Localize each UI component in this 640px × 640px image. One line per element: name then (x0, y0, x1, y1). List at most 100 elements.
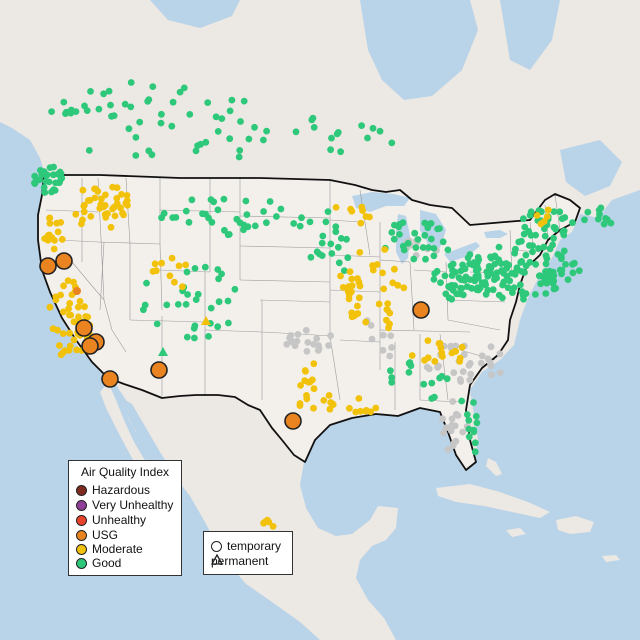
good-monitor-icon (521, 223, 529, 231)
moderate-monitor-icon (124, 201, 131, 209)
good-monitor-icon (369, 124, 377, 132)
good-monitor-icon (532, 291, 539, 298)
good-monitor-icon (465, 425, 473, 433)
legend-item-label: Good (92, 556, 122, 570)
moderate-monitor-icon (354, 302, 361, 310)
good-monitor-icon (31, 179, 38, 187)
no-data-monitor-icon (387, 332, 395, 340)
good-monitor-icon (266, 198, 274, 205)
good-monitor-icon (376, 127, 384, 135)
good-monitor-icon (273, 213, 280, 220)
good-monitor-icon (100, 90, 107, 98)
good-monitor-icon (41, 189, 49, 196)
moderate-monitor-icon (73, 346, 80, 354)
moderate-monitor-icon (543, 213, 551, 221)
good-monitor-icon (395, 223, 403, 231)
good-monitor-icon (541, 225, 548, 233)
good-monitor-icon (214, 266, 222, 273)
good-monitor-icon (569, 219, 576, 227)
good-monitor-icon (414, 236, 422, 243)
good-monitor-icon (214, 323, 222, 331)
good-monitor-icon (411, 229, 419, 237)
good-monitor-icon (176, 88, 184, 96)
no-data-monitor-icon (451, 422, 459, 430)
good-monitor-icon (556, 208, 564, 216)
good-monitor-icon (520, 230, 528, 238)
good-monitor-icon (503, 272, 511, 280)
no-data-monitor-icon (310, 340, 318, 348)
moderate-monitor-icon (332, 204, 340, 211)
good-monitor-icon (201, 263, 209, 271)
jamaica (506, 528, 526, 537)
usg-temporary-monitor-icon (81, 337, 99, 355)
good-monitor-icon (335, 259, 343, 267)
good-monitor-icon (438, 372, 446, 380)
good-monitor-icon (243, 211, 251, 219)
no-data-monitor-icon (466, 376, 474, 384)
no-data-monitor-icon (287, 332, 295, 339)
good-monitor-icon (153, 320, 161, 328)
no-data-monitor-icon (444, 446, 452, 453)
good-monitor-icon (245, 135, 253, 143)
good-monitor-icon (387, 367, 394, 375)
no-data-monitor-icon (448, 415, 456, 423)
good-monitor-icon (569, 260, 576, 268)
legend-item-label: Moderate (92, 542, 143, 556)
good-monitor-icon (332, 228, 340, 236)
moderate-monitor-icon (424, 354, 432, 362)
good-monitor-icon (517, 281, 524, 289)
hispaniola (556, 516, 594, 534)
good-monitor-icon (428, 395, 436, 402)
good-monitor-icon (212, 113, 220, 121)
no-data-monitor-icon (388, 344, 395, 351)
moderate-monitor-icon (348, 275, 356, 283)
good-monitor-icon (190, 324, 198, 332)
good-monitor-icon (127, 103, 135, 111)
good-monitor-icon (184, 291, 192, 298)
legend-item-hazardous: Hazardous (76, 483, 150, 497)
good-monitor-icon (263, 127, 270, 135)
good-monitor-icon (172, 214, 180, 221)
good-monitor-icon (602, 215, 609, 222)
good-monitor-icon (400, 246, 408, 254)
good-monitor-icon (469, 261, 477, 269)
no-data-monitor-icon (379, 346, 387, 354)
good-monitor-icon (322, 218, 330, 226)
cuba (436, 484, 550, 518)
no-data-monitor-icon (496, 350, 504, 358)
good-monitor-icon (236, 219, 244, 227)
good-monitor-icon (220, 195, 228, 203)
good-monitor-icon (471, 439, 479, 447)
good-monitor-icon (52, 179, 59, 187)
good-monitor-icon (214, 127, 222, 135)
no-data-monitor-icon (450, 439, 458, 447)
good-monitor-icon (194, 290, 202, 298)
hudson-bay (360, 0, 478, 100)
moderate-monitor-icon (46, 303, 54, 311)
circle-icon (211, 540, 222, 552)
no-data-monitor-icon (442, 424, 450, 432)
good-monitor-icon (296, 222, 304, 230)
good-monitor-icon (505, 261, 513, 269)
good-monitor-icon (451, 268, 459, 276)
good-monitor-icon (328, 250, 336, 257)
moderate-monitor-icon (81, 303, 88, 311)
good-monitor-icon (318, 239, 326, 247)
good-monitor-icon (192, 296, 200, 303)
good-monitor-icon (487, 264, 495, 272)
moderate-monitor-icon (66, 311, 73, 319)
good-monitor-icon (471, 448, 479, 456)
moderate-monitor-icon (76, 297, 84, 305)
legend-item-temporary: temporary (211, 539, 281, 553)
good-monitor-icon (472, 412, 480, 420)
good-monitor-icon (169, 98, 177, 106)
good-monitor-icon (327, 240, 335, 248)
legend-item-good: Good (76, 556, 121, 570)
no-data-monitor-icon (293, 337, 301, 345)
moderate-monitor-icon (66, 329, 73, 337)
moderate-monitor-icon (356, 282, 364, 290)
moderate-monitor-icon (65, 305, 72, 313)
good-monitor-icon (307, 253, 315, 261)
good-monitor-icon (529, 248, 536, 256)
